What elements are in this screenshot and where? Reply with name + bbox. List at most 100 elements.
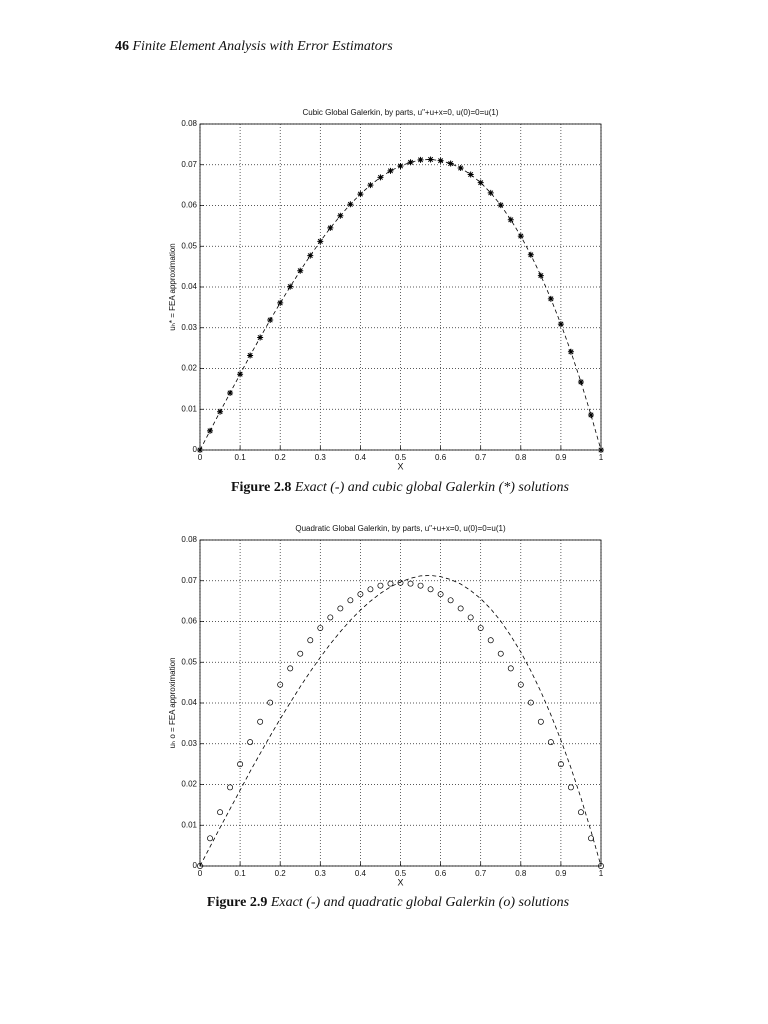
- y-tick-label: 0.05: [181, 657, 197, 666]
- x-tick-label: 0.5: [395, 869, 407, 878]
- circle-marker: [227, 784, 234, 791]
- circle-marker: [598, 863, 604, 869]
- x-tick-label: 0.2: [275, 453, 287, 462]
- star-marker: [287, 283, 294, 290]
- circle-marker: [317, 625, 324, 631]
- circle-marker: [217, 809, 223, 816]
- y-tick-label: 0.01: [181, 404, 197, 413]
- x-tick-label: 0.1: [235, 869, 247, 878]
- circle-marker: [297, 650, 304, 657]
- x-tick-label: 0.6: [435, 453, 447, 462]
- circle-marker: [237, 761, 244, 768]
- y-tick-label: 0: [193, 445, 198, 454]
- y-tick-label: 0.07: [181, 160, 197, 169]
- plot-frame: [199, 123, 602, 451]
- x-tick-label: 0.2: [275, 869, 287, 878]
- circle-marker: [357, 591, 364, 598]
- exact-curve: [199, 159, 602, 451]
- running-title: Finite Element Analysis with Error Estim…: [132, 39, 394, 54]
- circle-marker: [307, 637, 314, 644]
- x-tick-label: 0.9: [555, 869, 567, 878]
- y-tick-label: 0.05: [181, 241, 197, 250]
- x-tick-label: 0.6: [435, 869, 447, 878]
- circle-marker: [337, 605, 344, 612]
- circle-marker: [547, 739, 554, 746]
- y-axis-label: uₕ* = FEA approximation: [168, 243, 177, 331]
- circle-marker: [287, 665, 294, 672]
- circle-marker: [387, 580, 394, 587]
- circle-marker: [437, 591, 444, 598]
- star-marker: [427, 156, 434, 163]
- circle-marker: [567, 784, 574, 791]
- y-tick-label: 0.01: [181, 820, 197, 829]
- star-marker: [537, 272, 544, 279]
- x-tick-label: 0.5: [395, 453, 407, 462]
- chart-title: Cubic Global Galerkin, by parts, u"+u+x=…: [302, 108, 498, 117]
- x-tick-label: 1: [599, 453, 604, 462]
- circle-marker: [467, 614, 474, 621]
- circle-marker: [197, 863, 203, 869]
- x-tick-label: 0.8: [515, 869, 527, 878]
- y-tick-label: 0.04: [181, 698, 197, 707]
- star-marker: [277, 299, 284, 306]
- caption: Figure 2.9 Exact (-) and quadratic globa…: [207, 895, 570, 910]
- x-axis-label: X: [397, 877, 403, 887]
- circle-marker: [327, 614, 334, 621]
- x-tick-label: 0.3: [315, 453, 327, 462]
- header: 46 Finite Element Analysis with Error Es…: [115, 39, 393, 54]
- circle-marker: [257, 718, 264, 725]
- y-tick-label: 0.07: [181, 576, 197, 585]
- circle-marker: [347, 597, 354, 604]
- x-tick-label: 0.7: [475, 453, 487, 462]
- y-tick-label: 0.04: [181, 282, 197, 291]
- caption-label: Figure 2.8: [231, 480, 291, 495]
- circle-marker: [457, 605, 464, 612]
- y-tick-label: 0: [193, 861, 198, 870]
- x-tick-label: 0.4: [355, 869, 367, 878]
- caption-text: Exact (-) and quadratic global Galerkin …: [270, 895, 570, 910]
- circle-marker: [397, 579, 404, 586]
- star-marker: [587, 411, 594, 418]
- circle-marker: [578, 809, 584, 816]
- circle-marker: [377, 582, 384, 589]
- star-marker: [447, 160, 454, 167]
- circle-marker: [267, 699, 274, 706]
- circle-marker: [277, 681, 284, 688]
- x-tick-label: 0.4: [355, 453, 367, 462]
- y-tick-label: 0.06: [181, 201, 197, 210]
- circle-marker: [407, 580, 414, 587]
- y-tick-label: 0.08: [181, 119, 197, 128]
- y-axis-label: uₕ o = FEA approximation: [168, 657, 177, 748]
- circle-marker: [247, 739, 254, 746]
- x-tick-label: 0: [198, 869, 203, 878]
- x-tick-label: 0: [198, 453, 203, 462]
- x-tick-label: 0.3: [315, 869, 327, 878]
- star-marker: [407, 159, 414, 166]
- star-marker: [387, 167, 394, 174]
- circle-marker: [487, 637, 494, 644]
- x-axis-label: X: [397, 461, 403, 471]
- circle-marker: [537, 718, 544, 725]
- x-tick-label: 0.8: [515, 453, 527, 462]
- caption-label: Figure 2.9: [207, 895, 267, 910]
- y-tick-label: 0.03: [181, 739, 197, 748]
- page-number: 46: [115, 39, 129, 54]
- exact-curve: [199, 575, 602, 867]
- circle-marker: [447, 597, 454, 604]
- x-tick-label: 0.1: [235, 453, 247, 462]
- y-tick-label: 0.02: [181, 364, 197, 373]
- star-marker: [577, 378, 584, 385]
- circle-marker: [477, 625, 484, 631]
- x-tick-label: 0.9: [555, 453, 567, 462]
- y-tick-label: 0.03: [181, 323, 197, 332]
- circle-marker: [417, 582, 424, 589]
- star-marker: [467, 171, 474, 178]
- y-tick-label: 0.08: [181, 535, 197, 544]
- circle-marker: [507, 665, 514, 672]
- y-tick-label: 0.06: [181, 617, 197, 626]
- chart-title: Quadratic Global Galerkin, by parts, u"+…: [295, 524, 506, 533]
- circle-marker: [497, 650, 504, 657]
- circle-marker: [527, 699, 534, 706]
- y-tick-label: 0.02: [181, 780, 197, 789]
